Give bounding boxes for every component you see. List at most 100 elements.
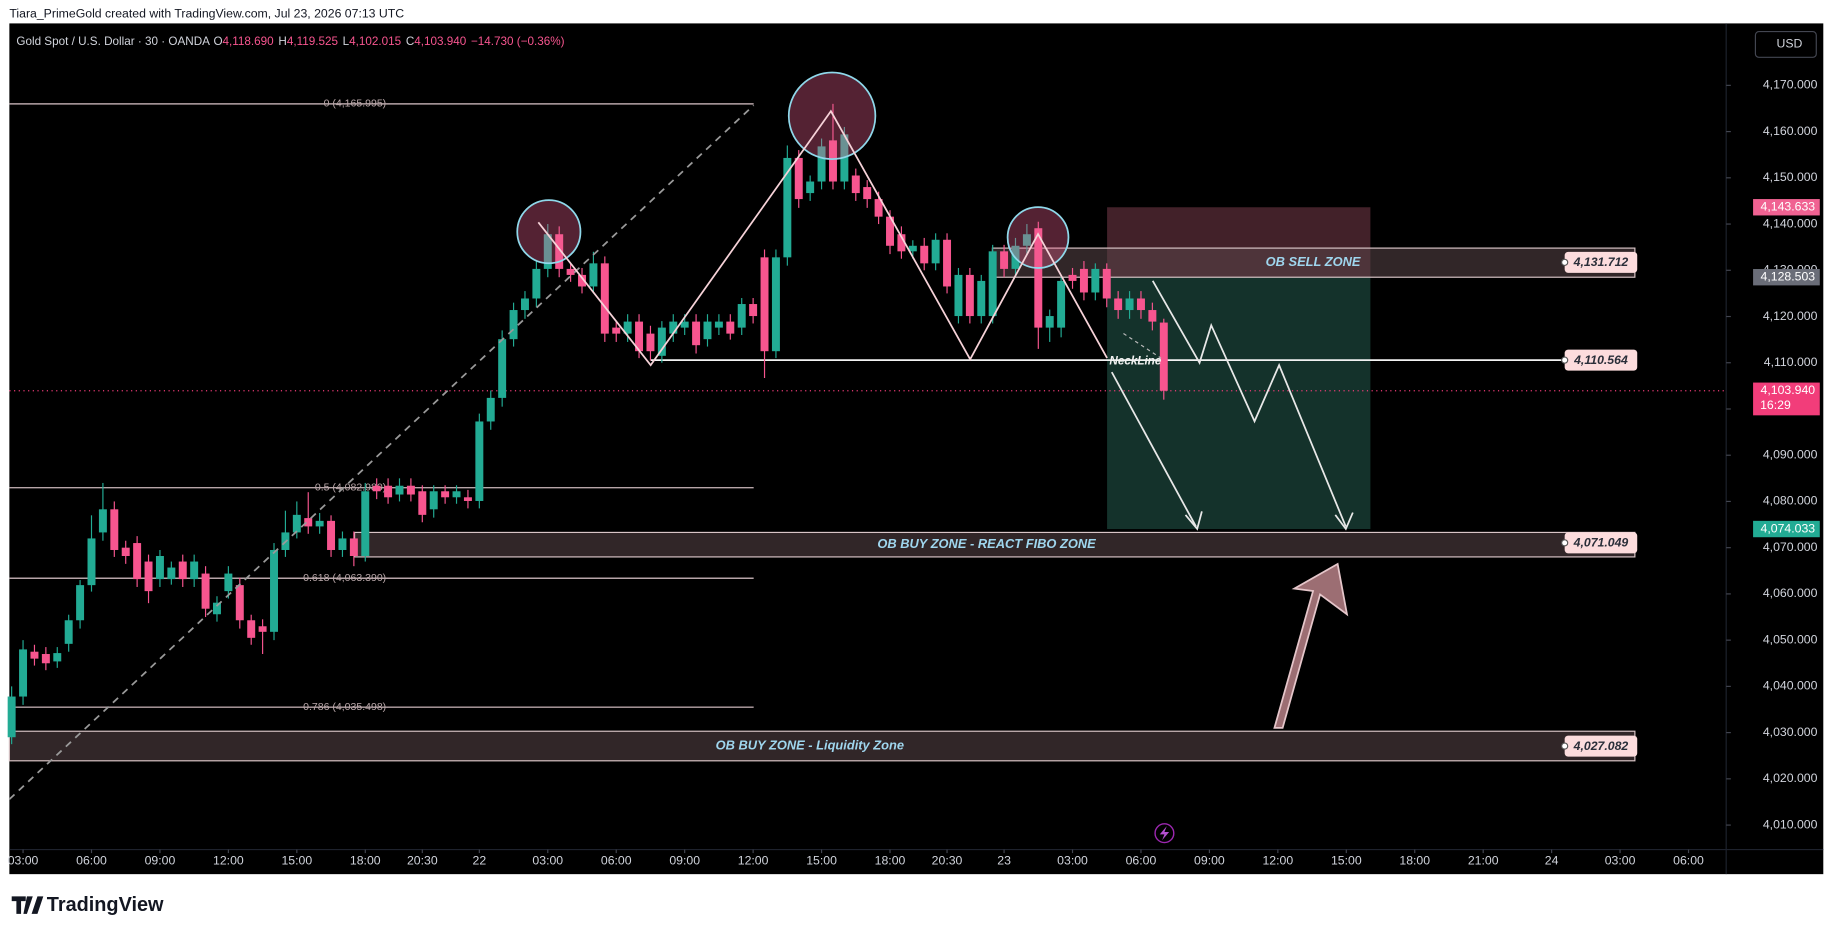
- axes: 4,010.000 4,020.000 4,030.000 4,040.000 4,05…: [8, 78, 1820, 868]
- candle-body: [988, 251, 997, 317]
- candle-body: [874, 199, 883, 217]
- candle-body: [361, 491, 370, 556]
- y-tick-label: 4,070.000: [1763, 540, 1818, 554]
- y-tick-label: 4,030.000: [1763, 725, 1818, 739]
- x-tick-label: 06:00: [1673, 854, 1704, 868]
- candle-body: [486, 397, 495, 422]
- price-label: 4,110.564: [1573, 353, 1628, 367]
- event-bolt: [1159, 826, 1170, 841]
- symbol-legend: Gold Spot / U.S. Dollar · 30 · OANDA O4,1…: [16, 35, 564, 48]
- x-tick-label: 23: [997, 854, 1011, 868]
- price-label: 4,027.082: [1573, 739, 1629, 753]
- candle-body: [566, 268, 575, 275]
- candle-body: [1159, 322, 1168, 391]
- candle-body: [680, 321, 689, 328]
- candle-body: [19, 649, 28, 697]
- candle-body: [703, 321, 712, 340]
- x-tick-label: 21:00: [1468, 854, 1499, 868]
- y-tick-label: 4,140.000: [1763, 216, 1818, 230]
- candle-body: [110, 509, 119, 550]
- candle-body: [828, 140, 837, 182]
- candle-body: [714, 321, 723, 328]
- candle-body: [863, 187, 872, 200]
- candle-body: [498, 339, 507, 398]
- x-tick-label: 06:00: [76, 854, 107, 868]
- candle-body: [612, 327, 621, 334]
- head-circle: [787, 71, 877, 161]
- candle-body: [338, 538, 347, 550]
- arrow-head: [1334, 512, 1354, 531]
- candle-body: [441, 491, 450, 498]
- price-label-anchor: [1561, 742, 1569, 750]
- candle-body: [41, 654, 50, 664]
- countdown: 16:29: [1760, 398, 1791, 412]
- candle-body: [395, 485, 404, 495]
- price-label-anchor: [1561, 258, 1569, 266]
- price-tag-label: 4,143.633: [1761, 200, 1816, 214]
- candle-body: [851, 175, 860, 194]
- candle-body: [600, 263, 609, 334]
- x-tick-label: 06:00: [601, 854, 632, 868]
- y-tick-label: 4,120.000: [1763, 309, 1818, 323]
- candle-body: [144, 561, 153, 592]
- candle-body: [304, 518, 313, 527]
- candle-body: [543, 234, 552, 269]
- candle-body: [965, 274, 974, 317]
- candle-body: [783, 157, 792, 258]
- candle-body: [886, 216, 894, 246]
- symbol: Gold Spot / U.S. Dollar · 30 · OANDA: [16, 35, 210, 48]
- candle-body: [1034, 228, 1043, 328]
- candle-body: [475, 421, 484, 501]
- x-tick-label: 22: [473, 854, 487, 868]
- candle-body: [817, 146, 826, 182]
- candles: [7, 103, 1168, 745]
- price-tag: [1753, 269, 1820, 286]
- x-tick-label: 03:00: [8, 854, 39, 868]
- x-tick-label: 06:00: [1126, 854, 1157, 868]
- candle-body: [760, 257, 769, 352]
- candle-body: [155, 555, 164, 580]
- quote-key: O: [213, 35, 222, 48]
- candle-body: [87, 538, 96, 586]
- x-tick-label: 12:00: [1263, 854, 1294, 868]
- candle-body: [1091, 268, 1100, 293]
- candle-body: [247, 620, 256, 638]
- candle-body: [167, 567, 176, 580]
- quote-value: 4,103.940: [414, 35, 466, 48]
- candle-body: [908, 245, 917, 252]
- candle-body: [578, 274, 586, 287]
- candle-body: [1079, 268, 1088, 293]
- projection-path: [1110, 371, 1197, 528]
- y-tick-label: 4,050.000: [1763, 632, 1818, 646]
- x-tick-label: 09:00: [669, 854, 700, 868]
- price-label-box: [1564, 532, 1638, 554]
- currency[interactable]: USD: [1776, 37, 1802, 51]
- event-icon: [1154, 823, 1175, 844]
- x-tick-label: 03:00: [1057, 854, 1088, 868]
- zone-label: OB SELL ZONE: [1266, 254, 1361, 269]
- candle-body: [235, 585, 244, 621]
- candle-body: [406, 485, 415, 495]
- candle-body: [212, 602, 221, 615]
- projection-path: [1151, 280, 1347, 527]
- x-tick-label: 20:30: [932, 854, 963, 868]
- candle-body: [463, 497, 472, 501]
- x-tick-label: 15:00: [806, 854, 837, 868]
- price-tag: [1753, 199, 1820, 216]
- candle-body: [418, 491, 427, 515]
- brand: TradingView: [47, 894, 164, 916]
- quote-value: 4,102.015: [349, 35, 401, 48]
- candle-body: [920, 245, 929, 264]
- price-label-box: [1564, 349, 1638, 371]
- neckline-name: NeckLine: [1109, 354, 1161, 367]
- candle-body: [76, 585, 85, 621]
- candle-body: [64, 620, 73, 644]
- candle-body: [98, 509, 107, 533]
- arrow-head: [1184, 511, 1203, 531]
- candle-body: [1000, 251, 1009, 269]
- candle-body: [429, 491, 438, 510]
- y-tick-label: 4,080.000: [1763, 494, 1818, 508]
- quote-value: 4,118.690: [223, 35, 275, 48]
- currency-button[interactable]: [1754, 31, 1817, 58]
